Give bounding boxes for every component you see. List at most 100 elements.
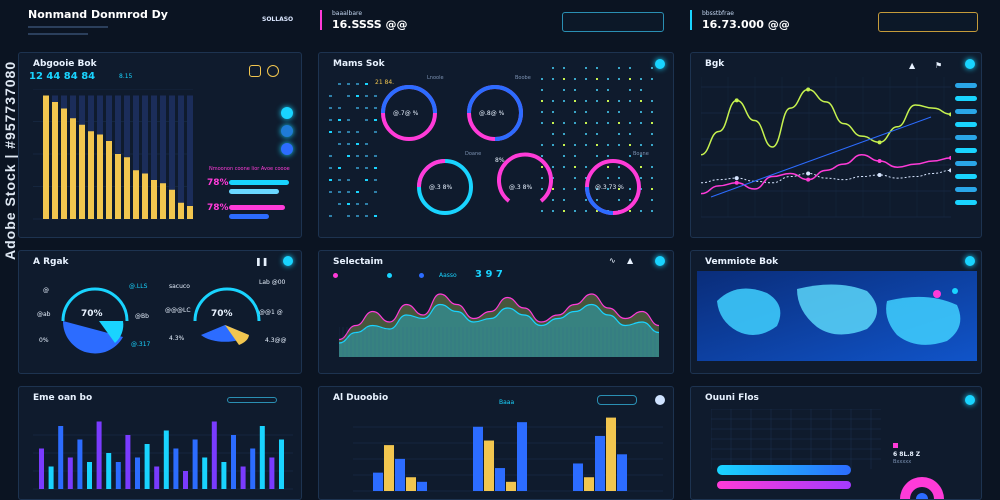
wave-icon[interactable]: ∿ — [609, 256, 616, 265]
header-mid-value: 16.SSSS @@ — [332, 18, 408, 31]
panel-subtitle: Baaa — [499, 399, 515, 406]
legend-pill[interactable] — [955, 174, 977, 179]
bar-chart-2-bar — [58, 426, 64, 489]
header-mid-button[interactable] — [562, 12, 664, 32]
legend-pill[interactable] — [955, 122, 977, 127]
matrix-dot — [374, 107, 377, 109]
matrix-dot — [338, 143, 341, 145]
matrix-dot — [541, 166, 543, 168]
settings-dot[interactable] — [655, 256, 665, 266]
settings-dot[interactable] — [655, 395, 665, 405]
matrix-dot — [629, 78, 631, 80]
matrix-dot — [374, 179, 377, 181]
bar-chart-3 — [353, 417, 663, 492]
pct-label-2: 78% — [207, 203, 229, 213]
matrix-dot — [585, 133, 587, 135]
settings-dot[interactable] — [965, 395, 975, 405]
matrix-dot — [651, 166, 653, 168]
line-point — [949, 112, 951, 117]
settings-dot[interactable] — [655, 59, 665, 69]
matrix-dot — [374, 155, 377, 157]
matrix-dot — [563, 100, 565, 102]
matrix-dot — [618, 188, 620, 190]
settings-dot[interactable] — [283, 256, 293, 266]
right-label-2: @@1 @ — [259, 309, 283, 316]
matrix-dot — [347, 203, 350, 205]
bar-chart-1-bar — [124, 157, 130, 219]
legend-pill[interactable] — [955, 200, 977, 205]
matrix-dot — [347, 119, 350, 121]
matrix-dot — [640, 177, 642, 179]
bar-chart-3-bar — [384, 445, 394, 491]
bar-chart-1-bg-bar — [133, 95, 139, 219]
matrix-dot — [651, 199, 653, 201]
panel-bar-chart-3: Al Duoobio Baaa — [318, 386, 674, 500]
matrix-dot — [596, 78, 598, 80]
header-divider-mid — [320, 10, 322, 30]
line-series — [701, 154, 951, 195]
toggle-dot-3[interactable] — [281, 143, 293, 155]
toggle-dot-1[interactable] — [281, 107, 293, 119]
flag-icon[interactable]: ⚑ — [935, 61, 943, 70]
bar-chart-2-bar — [221, 462, 227, 489]
panel-numbers: 12 44 84 84 — [29, 71, 96, 82]
matrix-dot — [541, 89, 543, 91]
toggle-dot-2[interactable] — [281, 125, 293, 137]
matrix-dot — [541, 210, 543, 212]
panel-button[interactable] — [597, 395, 637, 405]
matrix-dot — [552, 133, 554, 135]
matrix-dot — [596, 188, 598, 190]
matrix-dot — [585, 100, 587, 102]
matrix-dot — [541, 177, 543, 179]
bar-chart-2-bar — [211, 421, 217, 489]
matrix-dot — [618, 78, 620, 80]
line-point — [949, 155, 951, 160]
header-right-button[interactable] — [878, 12, 978, 32]
watermark: Adobe Stock | #957737080 — [2, 60, 18, 260]
header-divider-right — [690, 10, 692, 30]
panel-title: Mams Sok — [333, 59, 385, 69]
donut-2-label: Boobe — [515, 75, 531, 81]
user-icon[interactable] — [267, 65, 279, 77]
matrix-dot — [552, 100, 554, 102]
line-chart — [701, 77, 951, 218]
matrix-dot — [356, 143, 359, 145]
bar-chart-1-bar — [133, 170, 139, 219]
matrix-dot — [347, 131, 350, 133]
lock-icon[interactable] — [249, 65, 261, 77]
header-right-label: bbsstbfrae — [702, 10, 734, 17]
matrix-dot — [563, 210, 565, 212]
legend-pill[interactable] — [955, 161, 977, 166]
donut-1-center: @.7@ % — [393, 110, 419, 117]
matrix-dot — [329, 191, 332, 193]
line-point — [877, 173, 882, 177]
pin-icon[interactable]: ▲ — [909, 61, 916, 70]
matrix-dot — [347, 95, 350, 97]
bar-chart-1-bar — [88, 131, 94, 219]
legend-pill[interactable] — [955, 148, 977, 153]
pin-icon[interactable]: ▲ — [627, 256, 634, 265]
matrix-dot — [365, 107, 368, 109]
legend-pill[interactable] — [955, 109, 977, 114]
legend-pill[interactable] — [955, 187, 977, 192]
legend-pill[interactable] — [955, 135, 977, 140]
settings-dot[interactable] — [965, 59, 975, 69]
legend-pill[interactable] — [955, 83, 977, 88]
donut-3 — [417, 159, 473, 215]
panel-title: Bgk — [705, 59, 725, 69]
legend-pill[interactable] — [955, 96, 977, 101]
matrix-dot — [374, 131, 377, 133]
panel-small-value: 8.15 — [119, 73, 133, 80]
bar-chart-2-bar — [144, 444, 150, 489]
matrix-dot — [541, 155, 543, 157]
pause-icon[interactable]: ❚❚ — [255, 257, 269, 266]
matrix-dot — [640, 155, 642, 157]
panel-bar-overview: Abgooie Bok 12 44 84 84 8.15 Nmoonon coo… — [18, 52, 302, 238]
line-point — [949, 168, 951, 173]
panel-toggle[interactable] — [227, 397, 277, 403]
bar-chart-3-bar — [606, 417, 616, 491]
bar-chart-3-bar — [506, 481, 516, 491]
matrix-dot — [607, 100, 609, 102]
settings-dot[interactable] — [965, 256, 975, 266]
bar-chart-3-bar — [573, 463, 583, 491]
